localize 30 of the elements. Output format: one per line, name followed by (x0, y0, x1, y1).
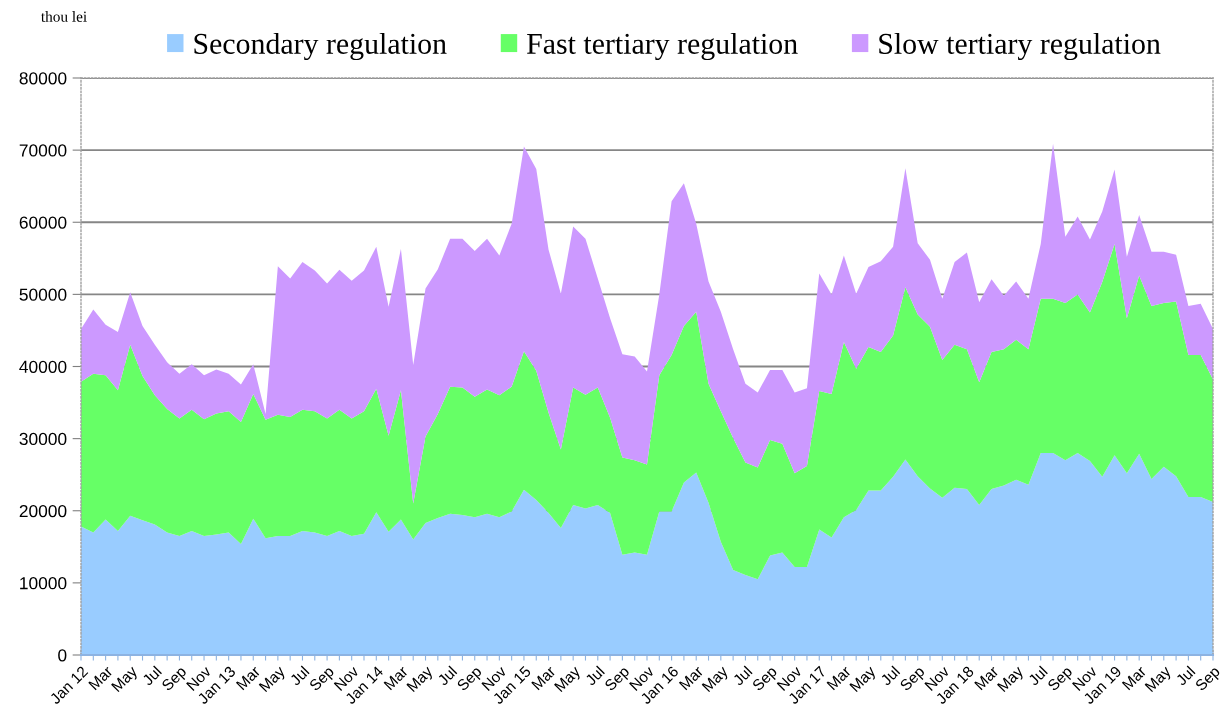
y-tick-label: 70000 (19, 144, 67, 157)
x-tick-label: May (111, 665, 141, 695)
x-tick-label: May (258, 665, 288, 695)
x-tick-label: Jul (436, 665, 458, 687)
x-tick-label: Jul (141, 665, 163, 687)
x-tick-label: Jul (1027, 665, 1048, 687)
x-tick-label: Jul (879, 665, 901, 687)
y-tick-label: 50000 (19, 288, 67, 301)
legend-label: Slow tertiary regulation (879, 32, 1161, 61)
legend-label: Secondary regulation (194, 32, 447, 61)
legend-label: Fast tertiary regulation (527, 32, 798, 61)
y-tick-label: 10000 (20, 577, 67, 590)
x-tick-label: May (849, 665, 879, 695)
x-tick-label: Jul (288, 665, 310, 687)
x-tick-label: Jul (1174, 665, 1196, 687)
x-tick-label: May (997, 665, 1027, 695)
y-tick-label: 60000 (19, 216, 67, 229)
y-axis-title: thou lei (41, 11, 87, 22)
x-tick-label: May (701, 665, 731, 695)
y-tick-label: 80000 (19, 72, 67, 85)
y-tick-label: 20000 (19, 504, 67, 518)
y-tick-label: 40000 (19, 360, 67, 373)
x-tick-label: May (554, 665, 584, 695)
y-tick-label: 30000 (19, 432, 67, 446)
y-tick-label: 0 (58, 649, 67, 662)
x-tick-label: Jan 12 (49, 665, 89, 705)
x-tick-label: Jul (584, 665, 605, 687)
x-tick-label: Jul (731, 665, 753, 687)
x-tick-label: May (1144, 665, 1174, 695)
x-tick-label: May (406, 665, 436, 695)
